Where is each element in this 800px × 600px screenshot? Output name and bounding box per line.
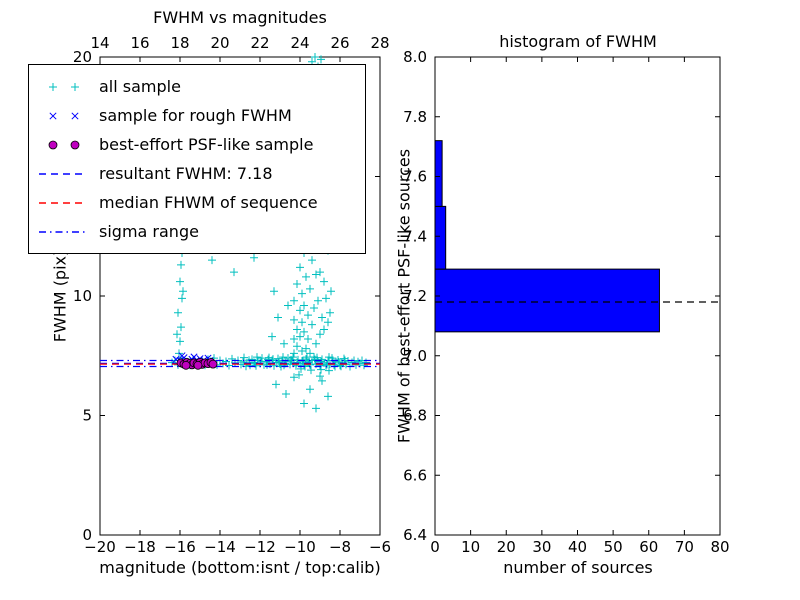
tick-label: 0	[430, 538, 440, 556]
right-plot: 0 10 20 30 40 50 60 70 80 6.4 6.6 6.8 7.0 7.2 7.4 7.6 7.…	[403, 48, 729, 556]
tick-label: 7.4	[403, 227, 427, 245]
tick-label: 60	[639, 538, 658, 556]
tick-label: 10	[73, 287, 92, 305]
tick-label: 6.6	[403, 466, 427, 484]
tick-label: 0	[82, 526, 92, 544]
legend-item: median FHWM of sequence	[37, 188, 357, 217]
right-plot-title: histogram of FWHM	[499, 32, 657, 51]
legend: all sample sample for rough FWHM best-effo…	[28, 64, 366, 254]
legend-item: all sample	[37, 72, 357, 101]
tick-label: 6.8	[403, 407, 427, 425]
tick-label: 28	[370, 34, 389, 52]
histogram-bar	[434, 140, 443, 207]
tick-label: 16	[130, 34, 149, 52]
tick-label: 20	[497, 538, 516, 556]
legend-item-label: resultant FWHM: 7.18	[99, 164, 273, 183]
tick-label: 7.2	[403, 287, 427, 305]
tick-label: 20	[73, 48, 92, 66]
tick-label: 7.0	[403, 347, 427, 365]
scatter-psf-like-sample	[176, 358, 218, 370]
tick-label: −18	[124, 538, 156, 556]
x-marker-icon	[49, 111, 79, 120]
tick-label: 24	[290, 34, 309, 52]
legend-item-label: best-effort PSF-like sample	[99, 135, 314, 154]
left-plot-ylabel: FWHM (pix)	[50, 249, 70, 343]
right-axis-ticks: 0 10 20 30 40 50 60 70 80 6.4 6.6 6.8 7.0 7.2 7.4 7.6 7.…	[403, 48, 729, 556]
legend-item-label: sample for rough FWHM	[99, 106, 292, 125]
tick-label: 26	[330, 34, 349, 52]
tick-label: 6.4	[403, 526, 427, 544]
tick-label: 7.6	[403, 168, 427, 186]
tick-label: −8	[329, 538, 351, 556]
tick-label: 80	[710, 538, 729, 556]
legend-item-label: sigma range	[99, 222, 199, 241]
tick-label: 40	[568, 538, 587, 556]
tick-label: 18	[170, 34, 189, 52]
left-plot-xlabel: magnitude (bottom:isnt / top:calib)	[99, 558, 381, 577]
legend-item: best-effort PSF-like sample	[37, 130, 357, 159]
tick-label: −12	[244, 538, 276, 556]
histogram-bar	[434, 268, 660, 333]
tick-label: −20	[84, 538, 116, 556]
tick-label: −14	[204, 538, 236, 556]
tick-label: 8.0	[403, 48, 427, 66]
dashdot-line-icon	[39, 230, 87, 233]
left-axis-ticks: −20 −18 −16 −14 −12 −10 −8 −6 14 16 18 20 22 24 26 28 0 5…	[73, 34, 391, 556]
reference-lines	[100, 359, 380, 368]
legend-item: sample for rough FWHM	[37, 101, 357, 130]
legend-item: resultant FWHM: 7.18	[37, 159, 357, 188]
tick-label: 20	[210, 34, 229, 52]
dashed-line-icon	[39, 201, 87, 204]
tick-label: −6	[369, 538, 391, 556]
tick-label: 5	[82, 407, 92, 425]
tick-label: −10	[284, 538, 316, 556]
tick-label: 50	[604, 538, 623, 556]
histogram-bars	[434, 140, 660, 333]
tick-label: 30	[532, 538, 551, 556]
left-plot: −20 −18 −16 −14 −12 −10 −8 −6 14 16 18 20 22 24 26 28 0 5…	[73, 34, 391, 556]
right-plot-xlabel: number of sources	[503, 558, 653, 577]
left-plot-title: FWHM vs magnitudes	[153, 8, 327, 27]
right-plot-ylabel: FWHM of best-effort PSF-like sources	[394, 148, 414, 444]
tick-label: 14	[90, 34, 109, 52]
tick-label: 70	[675, 538, 694, 556]
histogram-bar	[434, 205, 447, 270]
tick-label: −16	[164, 538, 196, 556]
dashed-line-icon	[39, 172, 87, 175]
legend-item: sigma range	[37, 217, 357, 246]
circle-marker-icon	[48, 140, 80, 149]
legend-item-label: median FHWM of sequence	[99, 193, 318, 212]
tick-label: 22	[250, 34, 269, 52]
tick-label: 10	[461, 538, 480, 556]
plus-marker-icon	[49, 82, 79, 91]
legend-item-label: all sample	[99, 77, 181, 96]
tick-label: 7.8	[403, 108, 427, 126]
